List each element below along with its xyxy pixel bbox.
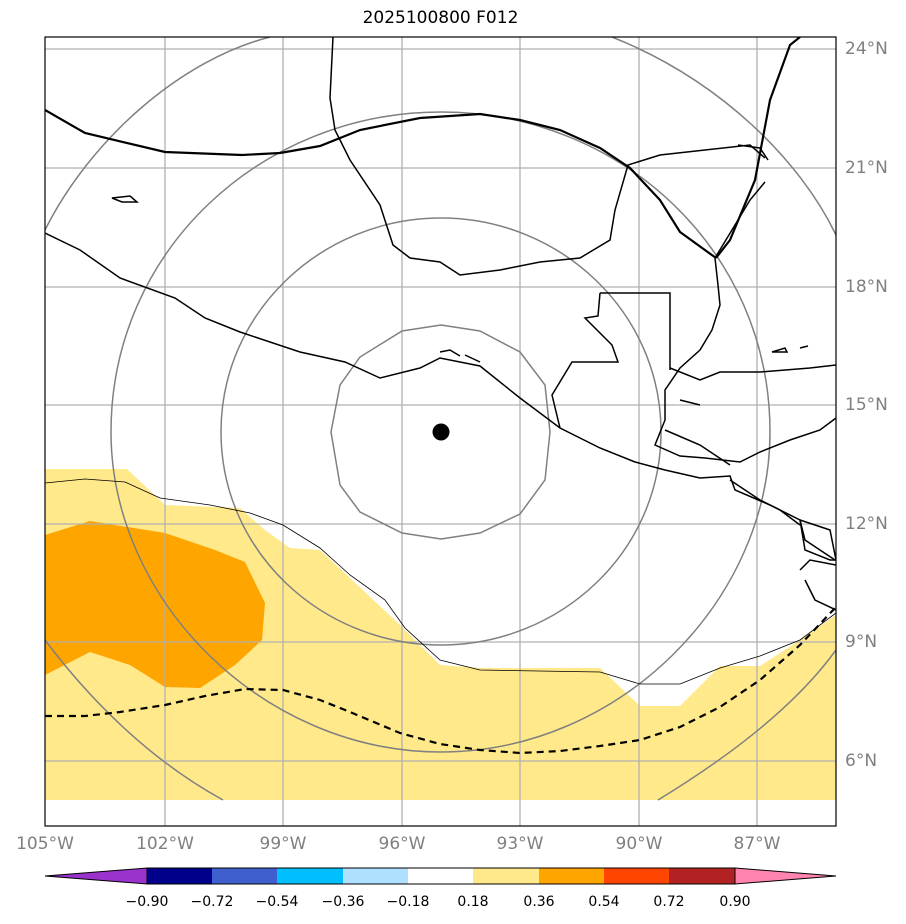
storm-center-marker	[432, 423, 450, 441]
lon-label-87: 87°W	[733, 834, 781, 854]
colorbar-label-9: 0.72	[653, 894, 685, 910]
graticule	[45, 37, 836, 826]
colorbar-label-7: 0.36	[523, 894, 555, 910]
lat-label-21: 21°N	[845, 158, 888, 178]
island-east	[771, 345, 809, 353]
lat-label-24: 24°N	[845, 39, 888, 59]
lon-label-90: 90°W	[615, 834, 663, 854]
cuba-coast	[737, 144, 769, 161]
costa-rica-coast	[799, 559, 836, 611]
colorbar-label-2: −0.72	[190, 894, 234, 910]
nicaragua-lake	[799, 518, 836, 561]
lon-label-96: 96°W	[378, 834, 426, 854]
colorbar-label-6: 0.18	[457, 894, 489, 910]
us-mexico-line	[45, 109, 717, 259]
lon-label-99: 99°W	[259, 834, 307, 854]
gulf-coast	[329, 37, 766, 276]
range-ring-2	[220, 217, 662, 646]
range-rings	[45, 37, 836, 801]
guatemala-border	[551, 292, 671, 429]
range-ring-3	[110, 111, 771, 753]
coastlines	[45, 37, 836, 611]
thin-contour-1	[45, 478, 836, 685]
political-lines	[45, 37, 801, 259]
lat-label-18: 18°N	[845, 277, 888, 297]
colorbar-label-1: −0.90	[125, 894, 169, 910]
field-contour-low	[45, 469, 836, 800]
lon-label-105: 105°W	[16, 834, 74, 854]
colorbar-label-10: 0.90	[719, 894, 751, 910]
island-north	[111, 195, 140, 203]
central-america-borders	[664, 364, 836, 526]
lat-label-12: 12°N	[845, 514, 888, 534]
yucatan-channel-line	[715, 37, 801, 259]
range-ring-1	[330, 324, 551, 540]
map-panel	[44, 36, 837, 827]
field-contour-mid	[45, 521, 265, 688]
pacific-islands	[439, 349, 481, 363]
colorbar-label-4: −0.36	[321, 894, 365, 910]
dashed-trough-line	[45, 606, 836, 755]
yucatan-east-coast	[654, 181, 836, 463]
lat-label-9: 9°N	[845, 632, 878, 652]
colorbar-label-3: −0.54	[255, 894, 299, 910]
map-frame	[44, 36, 837, 827]
lat-label-15: 15°N	[845, 395, 888, 415]
lat-label-6: 6°N	[845, 751, 878, 771]
colorbar-label-5: −0.18	[386, 894, 430, 910]
map-title: 2025100800 F012	[362, 8, 519, 28]
pacific-coast	[45, 232, 836, 561]
colorbar-label-8: 0.54	[588, 894, 620, 910]
field-contour-lines	[45, 478, 836, 685]
lon-label-93: 93°W	[496, 834, 544, 854]
lon-label-102: 102°W	[136, 834, 194, 854]
range-ring-4	[45, 37, 836, 801]
